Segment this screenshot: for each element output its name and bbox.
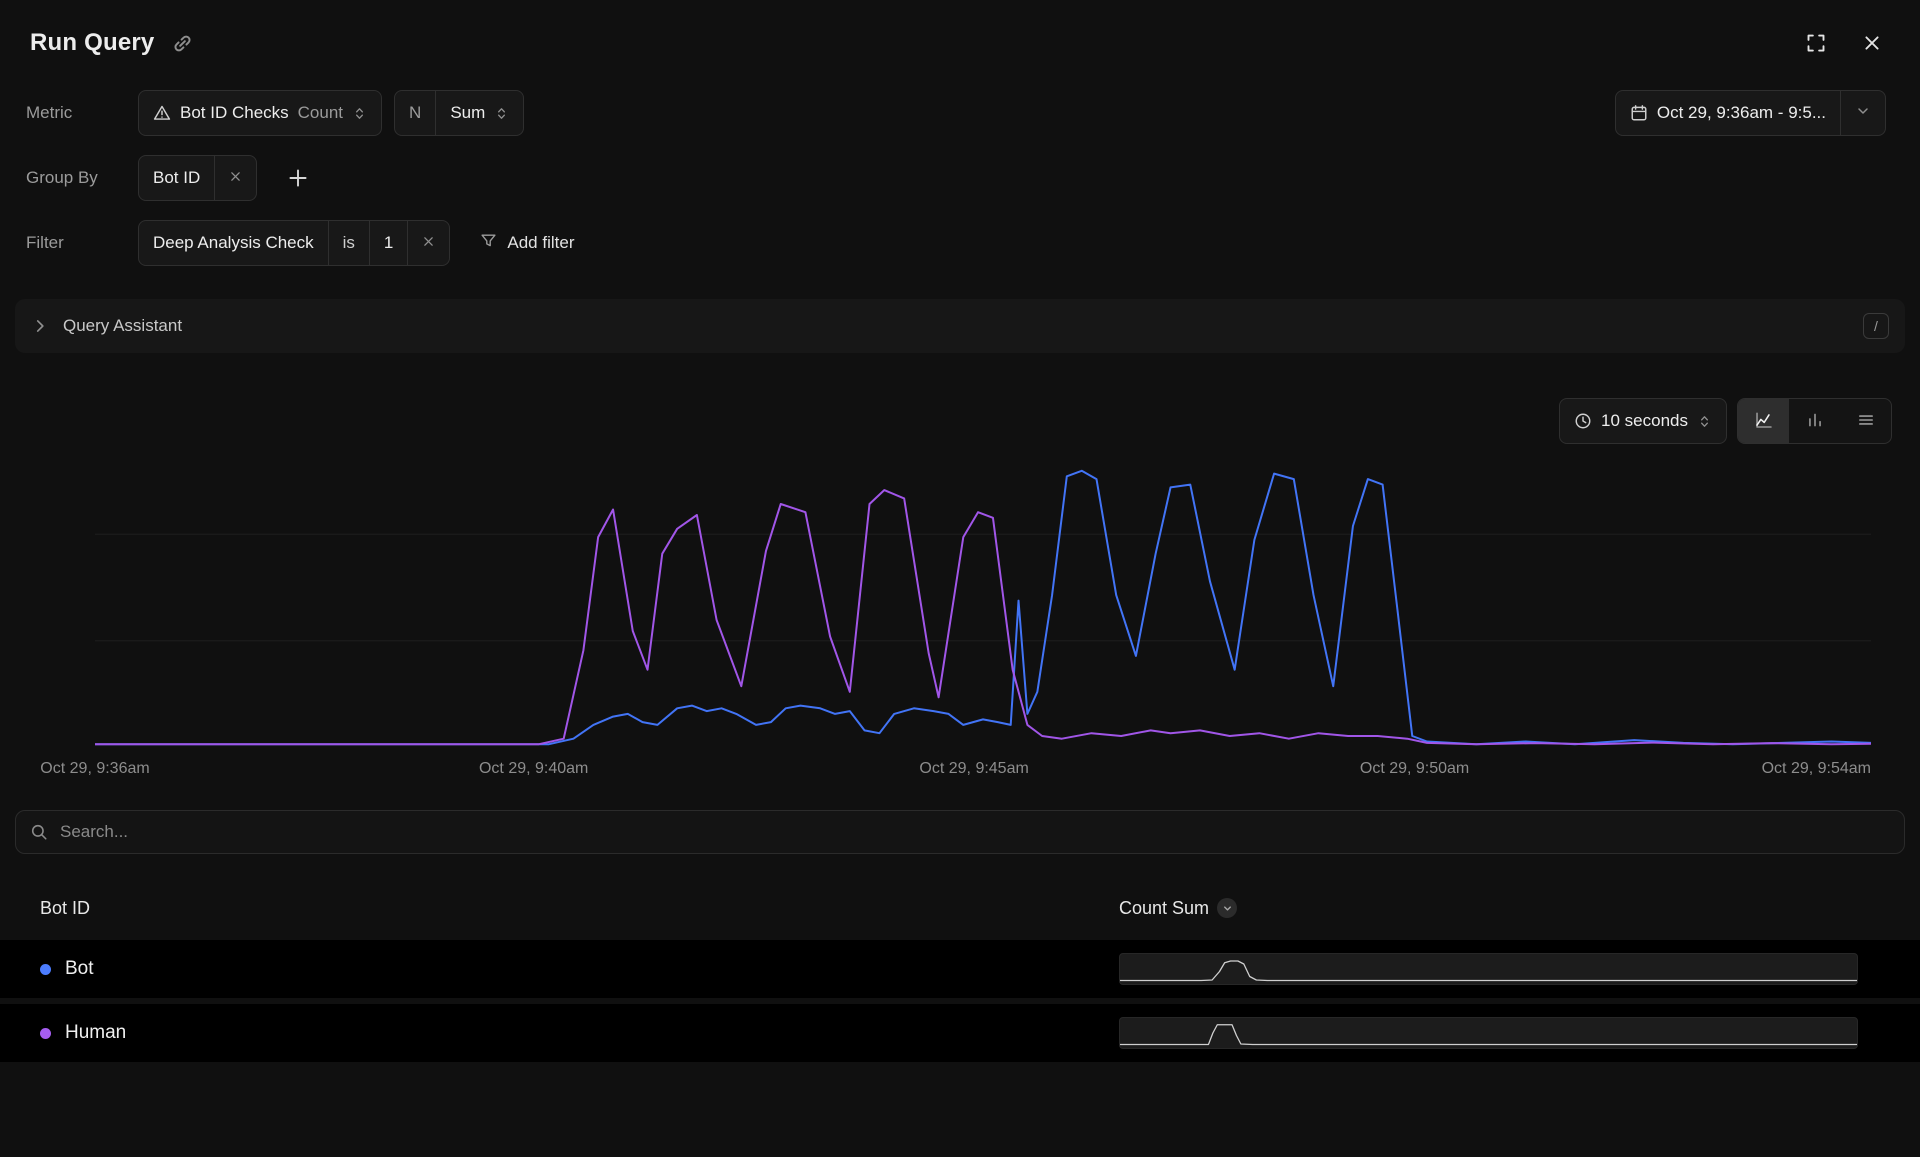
date-range-picker[interactable]: Oct 29, 9:36am - 9:5...	[1614, 90, 1886, 136]
metric-unit: Count	[297, 103, 344, 122]
results-table-header: Bot ID Count Sum	[0, 890, 1920, 926]
group-by-label: Group By	[26, 168, 98, 187]
date-range-value: Oct 29, 9:36am - 9:5...	[1656, 103, 1826, 122]
metric-label: Metric	[26, 103, 73, 122]
sort-count-sum-button[interactable]	[1217, 898, 1238, 918]
fullscreen-icon	[1806, 33, 1826, 53]
chart-type-line-button[interactable]	[1738, 399, 1789, 443]
chevron-down-icon	[1222, 903, 1233, 914]
clock-icon	[1574, 412, 1592, 430]
search-icon	[30, 823, 48, 841]
query-chart-svg	[95, 452, 1871, 752]
filter-value[interactable]: 1	[368, 221, 407, 265]
date-range-expand[interactable]	[1840, 91, 1885, 135]
close-icon	[422, 233, 435, 253]
column-header-bot-id: Bot ID	[40, 897, 91, 918]
metric-dropdown[interactable]: Bot ID Checks Count	[138, 90, 383, 136]
add-filter-button[interactable]: Add filter	[480, 232, 574, 254]
close-icon	[1862, 33, 1882, 53]
page-title: Run Query	[30, 29, 155, 56]
titlebar: Run Query	[30, 22, 1886, 64]
aggregation-value: Sum	[450, 103, 486, 122]
sparkline-bot	[1119, 953, 1858, 985]
aggregation-dropdown[interactable]: N Sum	[394, 90, 525, 136]
column-header-count-sum: Count Sum	[1119, 897, 1210, 918]
filter-field[interactable]: Deep Analysis Check	[153, 233, 314, 252]
series-dot	[40, 1027, 51, 1039]
aggregation-type-letter: N	[409, 103, 422, 122]
group-by-row: Group By Bot ID	[0, 155, 1920, 201]
close-icon	[229, 168, 242, 188]
table-row-bot[interactable]: Bot	[0, 940, 1920, 998]
group-by-chip[interactable]: Bot ID	[138, 155, 258, 201]
add-filter-label: Add filter	[507, 233, 575, 252]
query-assistant-label: Query Assistant	[63, 316, 183, 335]
line-chart-icon	[1755, 411, 1773, 432]
chart-toolbar: 10 seconds	[0, 398, 1892, 444]
filter-chip[interactable]: Deep Analysis Check is 1	[138, 220, 451, 266]
remove-filter-button[interactable]	[407, 221, 449, 265]
x-axis-tick: Oct 29, 9:36am	[40, 760, 150, 777]
bar-chart-icon	[1806, 411, 1824, 432]
sparkline-human	[1119, 1017, 1858, 1049]
fullscreen-button[interactable]	[1802, 29, 1830, 57]
chart-type-bar-button[interactable]	[1789, 399, 1840, 443]
x-axis-labels: Oct 29, 9:36am Oct 29, 9:40am Oct 29, 9:…	[40, 760, 1871, 780]
search-input[interactable]	[60, 822, 1890, 842]
chart-type-list-button[interactable]	[1840, 399, 1891, 443]
chart-type-segmented-control	[1737, 398, 1892, 444]
interval-value: 10 seconds	[1601, 411, 1688, 430]
search-bar	[15, 810, 1905, 854]
series-dot	[40, 963, 51, 975]
x-axis-tick: Oct 29, 9:40am	[478, 760, 589, 777]
chevron-down-icon	[1855, 103, 1871, 124]
remove-group-by-button[interactable]	[214, 156, 256, 200]
metric-row: Metric Bot ID Checks Count N	[0, 90, 1920, 136]
interval-dropdown[interactable]: 10 seconds	[1559, 398, 1727, 444]
row-label: Human	[65, 1022, 127, 1043]
chevrons-updown-icon	[352, 106, 367, 121]
x-axis-tick: Oct 29, 9:54am	[1761, 760, 1871, 777]
filter-funnel-icon	[480, 232, 497, 254]
copy-link-button[interactable]	[168, 29, 197, 58]
list-icon	[1857, 411, 1875, 432]
x-axis-tick: Oct 29, 9:50am	[1359, 760, 1470, 777]
row-label: Bot	[65, 958, 94, 979]
filter-row: Filter Deep Analysis Check is 1 Add filt…	[0, 220, 1920, 266]
filter-label: Filter	[26, 233, 64, 252]
close-button[interactable]	[1858, 29, 1886, 57]
metric-name: Bot ID Checks	[180, 103, 289, 122]
link-icon	[172, 33, 193, 54]
calendar-icon	[1630, 104, 1648, 122]
chevron-right-icon	[31, 317, 49, 335]
filter-operator[interactable]: is	[327, 221, 369, 265]
query-chart[interactable]	[95, 452, 1871, 752]
group-by-chip-value: Bot ID	[153, 168, 201, 187]
table-row-human[interactable]: Human	[0, 1004, 1920, 1062]
warning-icon	[153, 104, 171, 122]
chevrons-updown-icon	[1697, 414, 1712, 429]
chevrons-updown-icon	[494, 106, 509, 121]
shortcut-key-badge: /	[1863, 313, 1889, 339]
add-group-by-button[interactable]	[283, 163, 313, 193]
x-axis-tick: Oct 29, 9:45am	[919, 760, 1029, 777]
query-assistant-bar[interactable]: Query Assistant /	[15, 299, 1905, 353]
plus-icon	[287, 167, 309, 189]
